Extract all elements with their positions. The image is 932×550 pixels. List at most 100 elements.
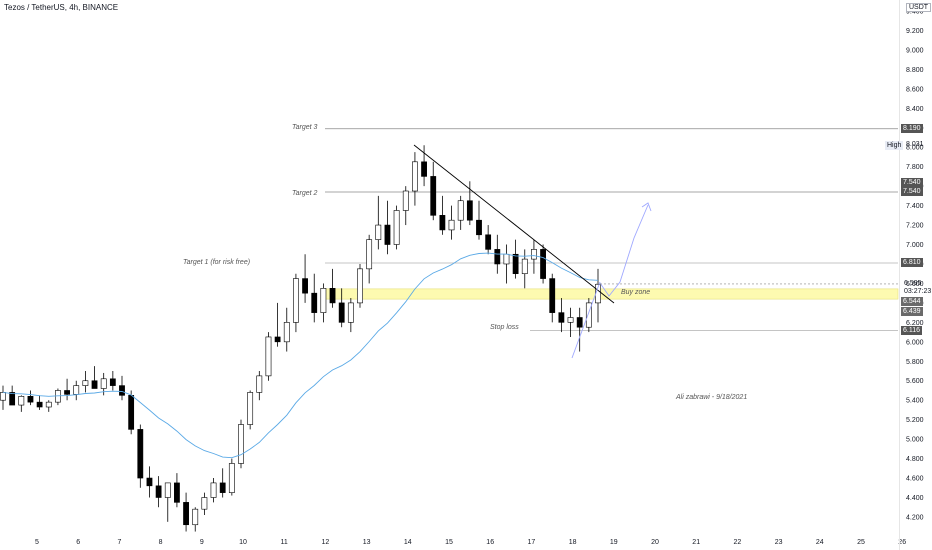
- candle-up: [256, 375, 263, 393]
- candle-down: [9, 392, 16, 406]
- candle-down: [302, 278, 308, 294]
- time-axis-ticks: 5 6 7 8 9 10 11 12 13 14 15 16 17 18 19 20 21 22 23 24 25 26: [35, 539, 906, 546]
- x-tick-label: 26: [898, 539, 906, 546]
- candle-up: [366, 239, 373, 270]
- projection-arrowhead: [641, 202, 652, 212]
- candle-down: [174, 482, 180, 503]
- y-tick-label: 4.400: [906, 495, 924, 502]
- high-value: 8.031: [906, 141, 924, 148]
- candle-up: [457, 200, 464, 221]
- candle-up: [521, 258, 528, 275]
- candle-up: [448, 219, 455, 231]
- candle-down: [119, 385, 125, 396]
- candle-up: [201, 497, 208, 510]
- candle-down: [576, 317, 583, 328]
- moving-average-line: [2, 252, 599, 459]
- candle-up: [45, 401, 52, 408]
- y-tick-label: 4.600: [906, 476, 924, 483]
- x-tick-label: 16: [486, 539, 494, 546]
- candles: [0, 145, 601, 532]
- candle-down: [155, 485, 162, 498]
- candle-down: [466, 200, 473, 221]
- x-tick-label: 20: [651, 539, 659, 546]
- y-tick-label: 6.000: [906, 339, 924, 346]
- candle-down: [128, 395, 135, 430]
- candle-down: [109, 378, 116, 386]
- x-tick-label: 13: [363, 539, 371, 546]
- moving-average: [2, 252, 599, 459]
- candle-up: [100, 378, 107, 389]
- y-tick-label: 7.200: [906, 223, 924, 230]
- y-tick-label: 9.200: [906, 28, 924, 35]
- target1-price-tag: 6.810: [901, 258, 923, 267]
- candle-up: [238, 424, 244, 464]
- candle-down: [384, 224, 391, 245]
- y-tick-label: 8.400: [906, 106, 924, 113]
- y-tick-label: 8.600: [906, 86, 924, 93]
- candle-down: [329, 288, 336, 304]
- x-tick-label: 22: [734, 539, 742, 546]
- candle-up: [412, 161, 418, 192]
- candle-up: [82, 380, 89, 386]
- candle-up: [567, 317, 574, 323]
- candle-down: [137, 429, 144, 479]
- candle-up: [0, 392, 6, 401]
- y-tick-label: 9.400: [906, 9, 924, 16]
- candle-down: [494, 249, 501, 265]
- target3-price-tag: 8.190: [901, 124, 923, 133]
- y-tick-label: 5.400: [906, 398, 924, 405]
- x-tick-label: 15: [445, 539, 453, 546]
- y-tick-label: 5.600: [906, 378, 924, 385]
- drawings: [413, 144, 898, 359]
- candle-up: [375, 224, 382, 240]
- candle-up: [357, 268, 363, 304]
- target2-label: Target 2: [292, 190, 318, 197]
- candle-down: [549, 278, 556, 313]
- x-tick-label: 14: [404, 539, 412, 546]
- currency-badge[interactable]: USDT: [906, 3, 932, 12]
- target3-label: Target 3: [292, 124, 318, 131]
- candle-up: [265, 336, 272, 377]
- candle-up: [393, 210, 400, 245]
- candle-down: [439, 215, 446, 231]
- target2-price-tag-a: 7.540: [901, 178, 923, 187]
- candle-down: [311, 292, 318, 313]
- candle-up: [402, 190, 409, 211]
- x-tick-label: 23: [775, 539, 783, 546]
- y-tick-label: 7.000: [906, 242, 924, 249]
- current-price-label: 6.595: [904, 280, 922, 287]
- candle-down: [512, 253, 519, 275]
- candle-up: [503, 253, 510, 265]
- candle-down: [219, 482, 226, 493]
- candle-down: [183, 502, 189, 526]
- x-tick-label: 11: [281, 539, 288, 546]
- y-tick-label: 9.000: [906, 47, 924, 54]
- candle-down: [485, 234, 492, 250]
- buy-zone-top-tag: 6.544: [901, 297, 923, 306]
- support-line: [571, 281, 601, 359]
- candle-up: [73, 385, 80, 395]
- y-tick-label: 8.000: [906, 145, 924, 152]
- y-tick-label: 7.400: [906, 203, 924, 210]
- candle-down: [540, 249, 546, 279]
- symbol-title: Tezos / TetherUS, 4h, BINANCE: [4, 3, 119, 12]
- candle-down: [338, 302, 345, 323]
- buy-zone-bottom-tag: 6.439: [901, 307, 923, 316]
- x-tick-label: 21: [692, 539, 700, 546]
- y-tick-label: 7.800: [906, 164, 924, 171]
- candle-up: [283, 322, 290, 343]
- x-tick-label: 10: [239, 539, 247, 546]
- candle-up: [164, 482, 171, 498]
- x-tick-label: 19: [610, 539, 618, 546]
- candle-down: [421, 161, 427, 177]
- y-tick-label: 4.800: [906, 456, 924, 463]
- price-scale-border: [899, 0, 900, 550]
- x-tick-label: 25: [857, 539, 865, 546]
- candle-up: [210, 482, 217, 498]
- x-tick-label: 9: [200, 539, 204, 546]
- candle-up: [247, 392, 254, 425]
- y-tick-label: 5.000: [906, 437, 924, 444]
- x-tick-label: 17: [528, 539, 536, 546]
- candle-down: [476, 219, 482, 236]
